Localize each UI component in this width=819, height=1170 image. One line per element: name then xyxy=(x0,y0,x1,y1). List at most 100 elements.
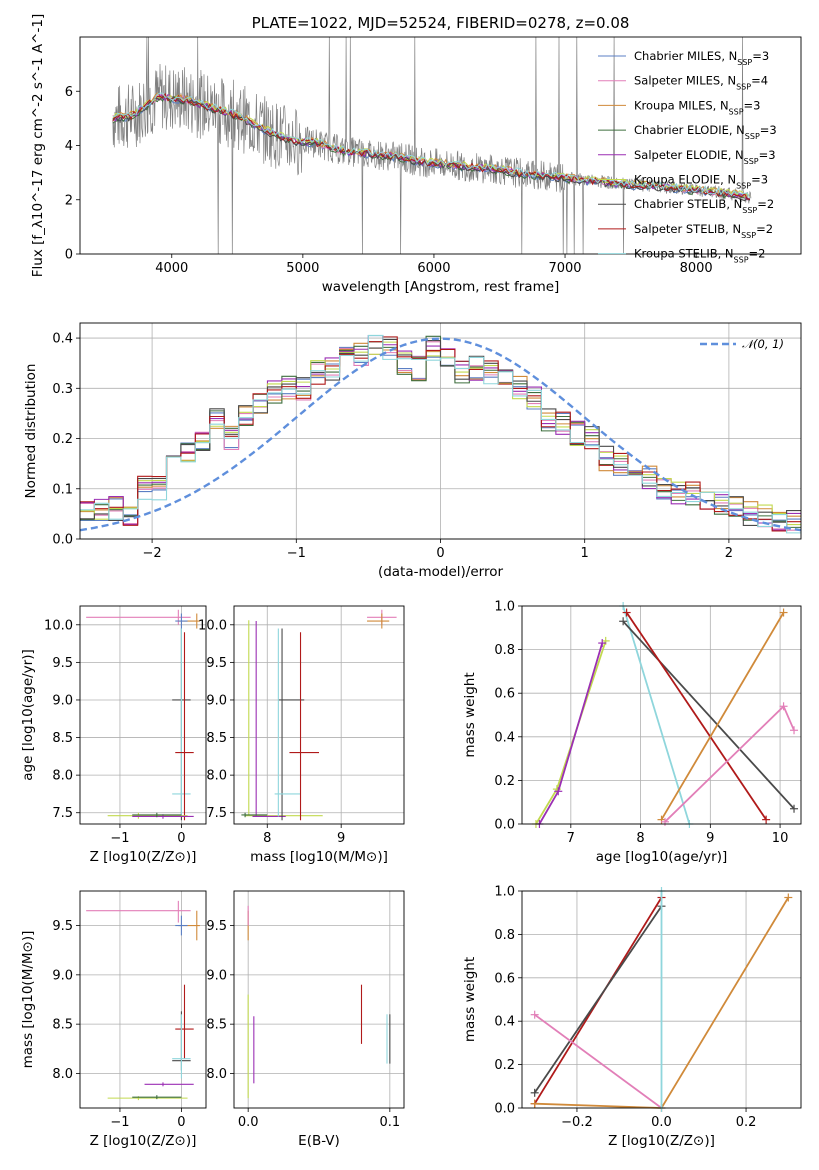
y-tick-label: 0.2 xyxy=(52,432,73,447)
residual-histogram xyxy=(80,336,801,532)
legend-label: Kroupa ELODIE, NSSP=3 xyxy=(634,173,768,191)
massweight-vs-age-panel: 7 8 9 10 0.0 0.2 0.4 0.6 0.8 1.0 age [log10(age/yr… xyxy=(462,600,802,865)
y-tick-label: 0.0 xyxy=(52,533,73,548)
y-axis-label: Flux [f_λ10^-17 erg cm^-2 s^-1 A^-1] xyxy=(30,14,46,277)
y-tick-label: 9.5 xyxy=(206,919,227,934)
y-tick-label: 4 xyxy=(65,139,73,154)
x-tick-label: −0.2 xyxy=(561,1115,593,1130)
massweight-series xyxy=(625,611,767,821)
x-axis-label: E(B-V) xyxy=(298,1133,340,1149)
legend-subscript: SSP xyxy=(742,206,757,215)
x-tick-label: 2 xyxy=(725,546,733,561)
legend-label: Salpeter STELIB, NSSP=2 xyxy=(634,222,773,240)
y-tick-label: 0.4 xyxy=(494,730,515,745)
x-tick-label: −1 xyxy=(110,1115,129,1130)
legend-label: 𝒩(0, 1) xyxy=(742,337,784,351)
y-axis-label: mass [log10(M/M⊙)] xyxy=(20,931,36,1069)
axes-frame xyxy=(233,605,405,825)
y-tick-label: 0.2 xyxy=(494,774,515,789)
legend-subscript: SSP xyxy=(736,82,751,91)
legend-label: Chabrier ELODIE, NSSP=3 xyxy=(634,123,777,141)
legend-subscript: SSP xyxy=(741,230,756,239)
legend-count: =4 xyxy=(751,74,768,88)
x-tick-label: 8000 xyxy=(680,261,713,276)
x-axis-label: Z [log10(Z/Z⊙)] xyxy=(90,849,197,865)
y-tick-label: 0.3 xyxy=(52,382,73,397)
y-tick-label: 10.0 xyxy=(198,618,227,633)
axes-frame xyxy=(521,605,802,825)
x-tick-label: 4000 xyxy=(155,261,188,276)
x-tick-label: 0 xyxy=(436,546,444,561)
x-tick-label: 7000 xyxy=(548,261,581,276)
y-tick-label: 9.5 xyxy=(52,919,73,934)
axes-frame xyxy=(79,890,207,1109)
legend-count: =2 xyxy=(757,197,774,211)
axes-frame xyxy=(79,322,802,540)
y-tick-label: 1.0 xyxy=(494,885,515,900)
mass-vs-ebv-panel: 0.0 0.1 8.0 8.5 9.0 9.5 E(B-V) xyxy=(206,890,405,1149)
y-tick-label: 2 xyxy=(65,193,73,208)
x-tick-label: −1 xyxy=(287,546,306,561)
legend-count: =3 xyxy=(752,49,769,63)
y-tick-label: 9.5 xyxy=(52,656,73,671)
legend-subscript: SSP xyxy=(729,107,744,116)
massweight-vs-metallicity-panel: −0.2 0.0 0.2 0.0 0.2 0.4 0.6 0.8 1.0 Z [log10(Z/Z… xyxy=(462,885,802,1149)
x-tick-label: −1 xyxy=(110,831,129,846)
y-tick-label: 6 xyxy=(65,85,73,100)
legend-label: Chabrier MILES, NSSP=3 xyxy=(634,49,769,67)
y-tick-label: 0.8 xyxy=(494,643,515,658)
massweight-series xyxy=(534,1013,663,1109)
y-axis-label: Normed distribution xyxy=(23,364,39,499)
y-tick-label: 8.0 xyxy=(52,769,73,784)
massweight-series xyxy=(622,605,691,825)
y-tick-label: 8.5 xyxy=(52,731,73,746)
x-tick-label: 0.0 xyxy=(651,1115,672,1130)
y-tick-label: 7.5 xyxy=(52,806,73,821)
residual-histogram-panel: −2 −1 0 1 2 0.0 0.1 0.2 0.3 0.4 (data-model)/error… xyxy=(23,322,802,580)
y-tick-label: 0.6 xyxy=(494,971,515,986)
y-tick-label: 8.0 xyxy=(206,1067,227,1082)
axes-frame xyxy=(521,890,802,1109)
y-tick-label: 0.2 xyxy=(494,1058,515,1073)
legend-subscript: SSP xyxy=(745,132,760,141)
legend-label: Chabrier STELIB, NSSP=2 xyxy=(634,197,774,215)
x-tick-label: 10 xyxy=(772,831,789,846)
y-tick-label: 9.0 xyxy=(206,968,227,983)
legend-count: =2 xyxy=(749,247,766,261)
y-tick-label: 9.5 xyxy=(206,656,227,671)
age-vs-metallicity-panel: −1 0 7.5 8.0 8.5 9.0 9.5 10.0 Z [log10(Z/Z⊙)] age… xyxy=(20,605,207,865)
normal-curve xyxy=(80,337,801,532)
legend-count: =3 xyxy=(744,98,761,112)
legend-label: Salpeter MILES, NSSP=4 xyxy=(634,74,768,92)
x-tick-label: −2 xyxy=(143,546,162,561)
x-tick-label: 6000 xyxy=(417,261,450,276)
mass-vs-metallicity-panel: −1 0 8.0 8.5 9.0 9.5 Z [log10(Z/Z⊙)] mass [log1… xyxy=(20,890,207,1149)
x-tick-label: 9 xyxy=(337,831,345,846)
x-tick-label: 0 xyxy=(177,831,185,846)
massweight-series xyxy=(622,620,795,810)
legend-label: Salpeter ELODIE, NSSP=3 xyxy=(634,148,776,166)
legend-label: Kroupa MILES, NSSP=3 xyxy=(634,98,760,116)
age-vs-mass-panel: 8 9 7.5 8.0 8.5 9.0 9.5 10.0 mass [log10(M/M⊙)] xyxy=(198,605,405,865)
y-axis-label: age [log10(age/yr)] xyxy=(20,649,36,781)
y-tick-label: 0 xyxy=(65,248,73,263)
x-tick-label: 9 xyxy=(706,831,714,846)
y-tick-label: 0.4 xyxy=(52,332,73,347)
residual-histogram xyxy=(80,338,801,526)
y-tick-label: 0.1 xyxy=(52,482,73,497)
x-axis-label: wavelength [Angstrom, rest frame] xyxy=(322,279,560,295)
histogram-plot-area xyxy=(80,334,801,534)
scatter-plot-area xyxy=(247,905,391,1099)
spectrum-panel: PLATE=1022, MJD=52524, FIBERID=0278, z=0… xyxy=(30,14,802,295)
axes-frame xyxy=(233,890,405,1109)
massweight-plot-area xyxy=(530,887,793,1112)
y-tick-label: 1.0 xyxy=(494,600,515,615)
x-axis-label: age [log10(age/yr)] xyxy=(596,849,728,865)
y-tick-label: 0.8 xyxy=(494,928,515,943)
spectrum-plot-area xyxy=(112,37,752,254)
y-tick-label: 9.0 xyxy=(206,693,227,708)
y-axis-label: mass weight xyxy=(462,672,478,757)
legend-label: Kroupa STELIB, NSSP=2 xyxy=(634,247,765,265)
residual-histogram xyxy=(80,334,801,534)
